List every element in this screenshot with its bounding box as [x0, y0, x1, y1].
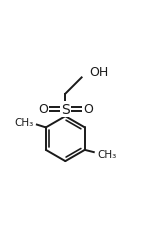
Text: S: S — [61, 102, 70, 116]
Text: CH₃: CH₃ — [97, 150, 116, 160]
Text: CH₃: CH₃ — [14, 118, 33, 128]
Text: O: O — [83, 103, 93, 116]
Text: OH: OH — [89, 66, 108, 79]
Text: O: O — [38, 103, 48, 116]
